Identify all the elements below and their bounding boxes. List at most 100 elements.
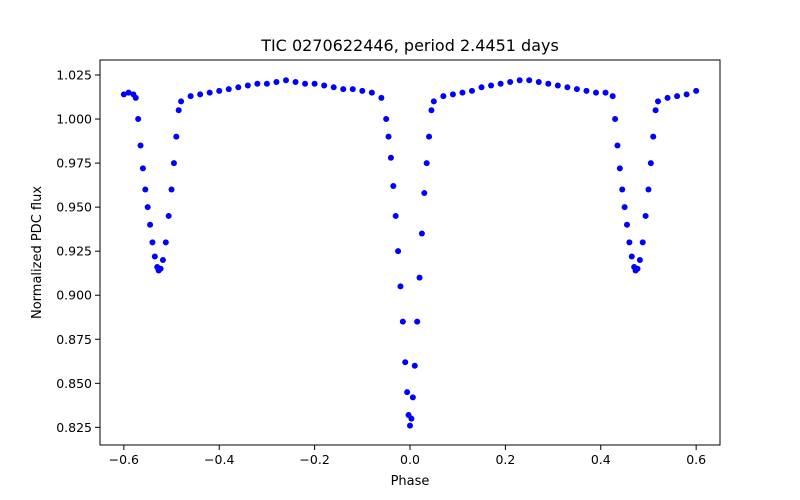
x-tick-label: −0.2 — [299, 452, 329, 467]
data-points — [120, 77, 700, 429]
data-point — [440, 93, 447, 100]
data-point — [469, 87, 475, 94]
data-point — [636, 256, 643, 263]
data-point — [426, 133, 433, 140]
data-point — [418, 230, 425, 237]
y-tick-label: 0.875 — [56, 332, 92, 347]
data-point — [642, 212, 649, 219]
data-point — [144, 204, 151, 211]
data-point — [407, 422, 413, 429]
y-tick-label: 0.975 — [56, 156, 92, 171]
data-point — [655, 98, 661, 105]
data-point — [639, 239, 646, 246]
data-point — [263, 80, 270, 87]
data-point — [311, 80, 318, 87]
data-point — [674, 93, 681, 100]
data-point — [399, 318, 406, 325]
data-point — [168, 186, 175, 193]
data-point — [187, 93, 194, 100]
data-point — [135, 116, 142, 123]
data-point — [621, 204, 628, 211]
data-point — [459, 89, 466, 96]
y-tick-label: 1.025 — [56, 67, 92, 82]
x-axis-label: Phase — [391, 474, 430, 489]
data-point — [383, 116, 390, 123]
data-point — [616, 165, 623, 172]
data-point — [244, 82, 251, 89]
data-point — [428, 107, 435, 114]
data-point — [628, 253, 635, 260]
data-point — [165, 212, 172, 219]
data-point — [139, 165, 146, 172]
data-point — [170, 160, 177, 167]
data-point — [526, 77, 533, 84]
data-point — [120, 91, 127, 98]
data-point — [645, 186, 652, 193]
data-point — [137, 142, 144, 149]
data-point — [283, 77, 289, 84]
data-point — [409, 394, 416, 401]
data-point — [421, 190, 428, 197]
data-point — [206, 89, 213, 96]
data-point — [583, 87, 590, 94]
data-point — [216, 87, 223, 94]
data-point — [411, 362, 418, 369]
data-point — [652, 107, 659, 114]
data-point — [225, 86, 232, 93]
y-tick-label: 0.950 — [56, 200, 92, 215]
y-tick-label: 0.825 — [56, 420, 92, 435]
data-point — [624, 221, 630, 228]
data-point — [619, 186, 626, 193]
y-tick-label: 0.900 — [56, 288, 92, 303]
data-point — [147, 221, 154, 228]
data-point — [404, 389, 411, 396]
data-point — [385, 133, 392, 140]
data-point — [390, 182, 397, 189]
data-point — [664, 94, 671, 101]
y-tick-label: 0.925 — [56, 244, 92, 259]
data-point — [387, 154, 394, 161]
data-point — [602, 89, 609, 96]
data-point — [162, 239, 169, 246]
data-point — [593, 89, 599, 96]
x-tick-label: 0.2 — [495, 452, 515, 467]
data-point — [650, 133, 657, 140]
data-point — [488, 82, 495, 89]
data-point — [359, 87, 366, 94]
data-point — [157, 265, 164, 272]
data-point — [392, 212, 399, 219]
y-axis: 0.825 0.850 0.875 0.900 0.925 0.950 0.975 1.000… — [56, 67, 100, 435]
data-point — [478, 84, 485, 91]
x-axis: −0.6 −0.4 −0.2 0.0 0.2 0.4 0.6 — [109, 445, 706, 467]
x-tick-label: 0.0 — [400, 452, 420, 467]
x-tick-label: −0.6 — [109, 452, 139, 467]
data-point — [175, 107, 182, 114]
data-point — [416, 274, 423, 281]
data-point — [349, 86, 356, 93]
data-point — [378, 94, 385, 101]
data-point — [402, 359, 409, 366]
data-point — [395, 248, 402, 255]
data-point — [626, 239, 633, 246]
data-point — [149, 239, 156, 246]
y-tick-label: 1.000 — [56, 112, 92, 127]
x-tick-label: 0.4 — [591, 452, 611, 467]
data-point — [573, 86, 580, 93]
data-point — [449, 91, 456, 98]
data-point — [683, 91, 690, 98]
data-point — [414, 318, 421, 325]
data-point — [647, 160, 654, 167]
y-axis-label: Normalized PDC flux — [30, 186, 45, 319]
data-point — [197, 91, 204, 98]
data-point — [321, 82, 328, 89]
data-point — [340, 86, 347, 93]
data-point — [273, 79, 280, 86]
data-point — [173, 133, 180, 140]
data-point — [151, 253, 158, 260]
x-tick-label: −0.4 — [204, 452, 234, 467]
chart-title: TIC 0270622446, period 2.4451 days — [260, 36, 559, 55]
data-point — [159, 256, 166, 263]
data-point — [693, 87, 700, 94]
data-point — [554, 82, 561, 89]
